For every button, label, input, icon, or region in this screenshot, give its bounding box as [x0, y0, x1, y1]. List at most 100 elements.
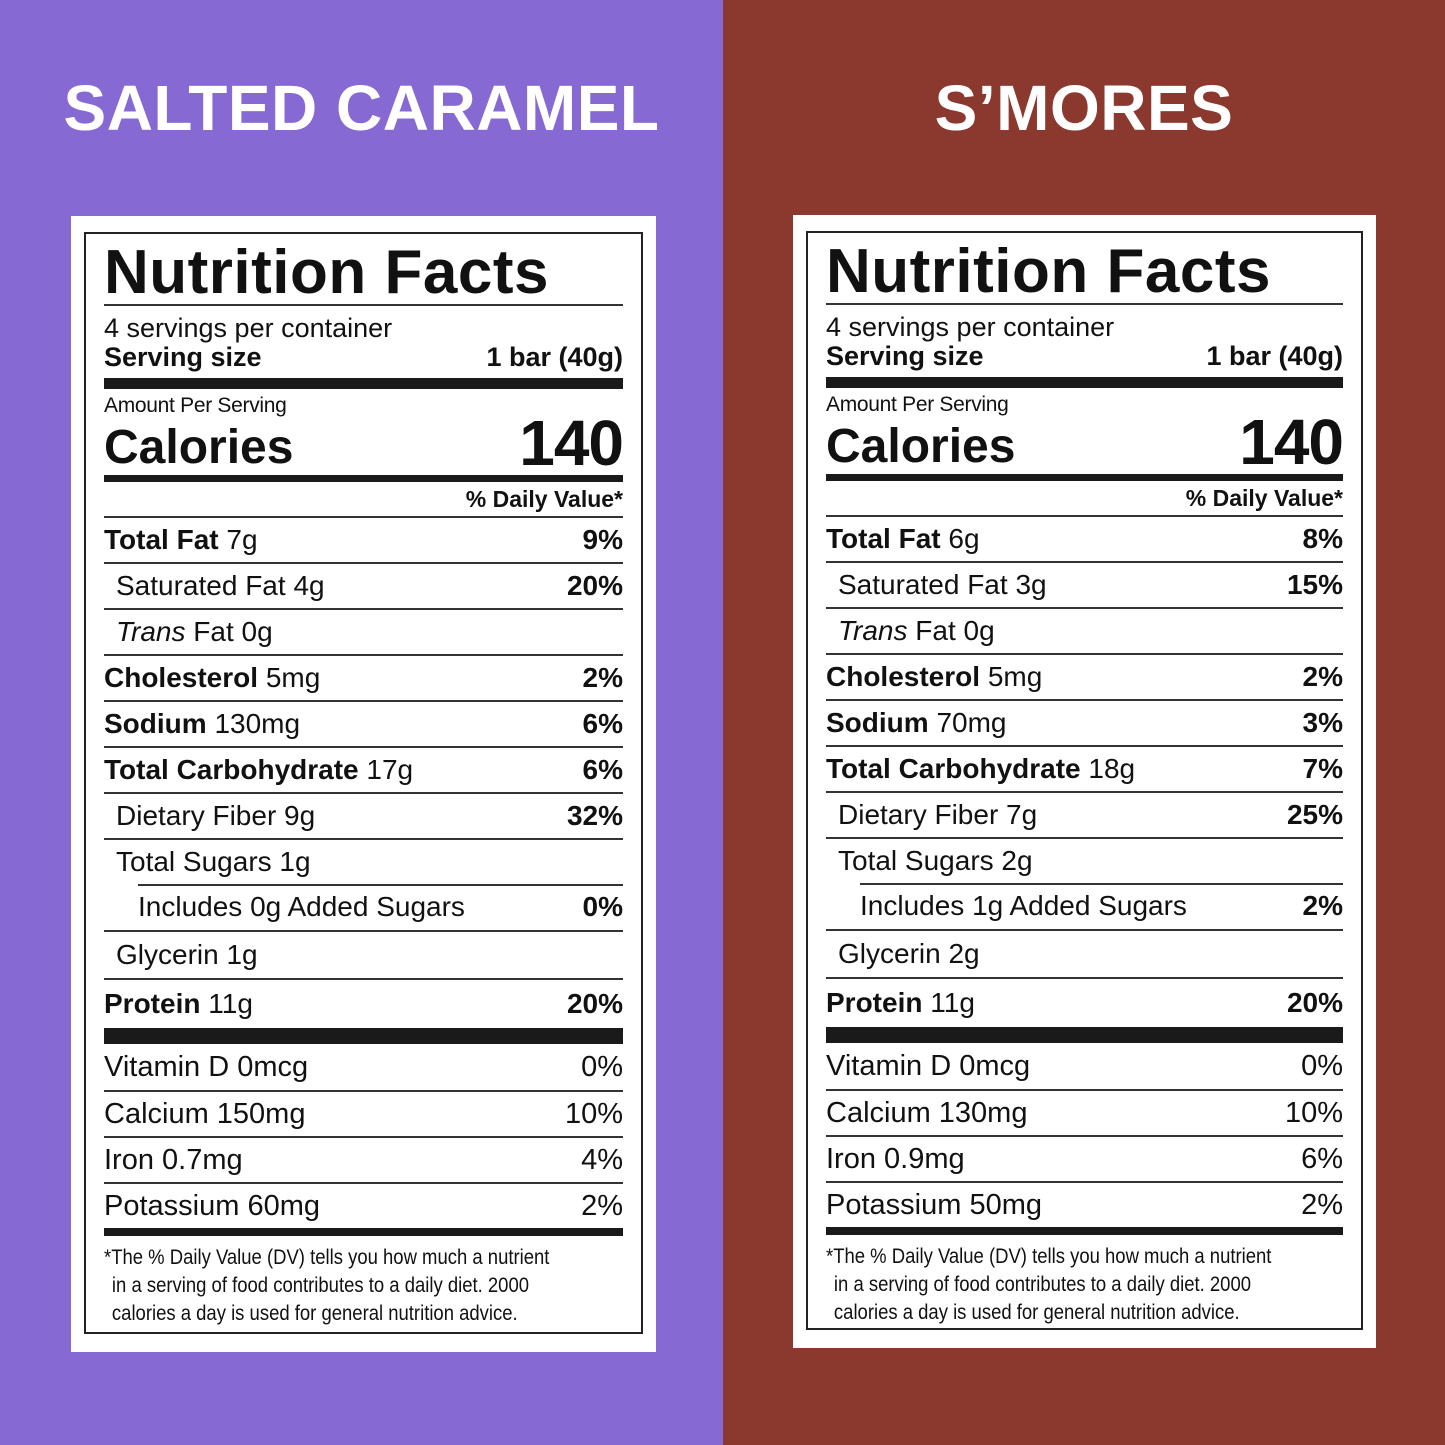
vitamin-name: Vitamin D 0mcg: [104, 1050, 309, 1083]
divider-thick: [826, 1227, 1343, 1235]
nutrient-amount: 4g: [293, 570, 325, 601]
nutrient-amount: 2g: [1001, 845, 1033, 876]
nutrient-row-trans-fat: Trans Fat 0g: [826, 607, 1343, 653]
nutrient-row-cholesterol: Cholesterol 5mg 2%: [104, 654, 623, 700]
nutrient-name: Sodium: [826, 707, 929, 738]
nutrient-name: Cholesterol: [826, 661, 981, 692]
nutrient-row-total-carbohydrate: Total Carbohydrate 18g 7%: [826, 745, 1343, 791]
vitamin-dv: 10%: [564, 1097, 623, 1130]
nutrient-name: Fat: [193, 616, 234, 647]
nutrient-row-saturated-fat: Saturated Fat 3g 15%: [826, 561, 1343, 607]
nutrient-name: Cholesterol: [104, 662, 259, 693]
nutrient-name: Total Fat: [104, 524, 219, 555]
vitamin-dv: 0%: [1301, 1049, 1343, 1082]
footnote-line: calories a day is used for general nutri…: [111, 1302, 518, 1325]
nutrient-dv: 0%: [582, 891, 623, 922]
nutrient-amount: 6g: [948, 523, 980, 554]
vitamin-name: Calcium 150mg: [104, 1097, 306, 1130]
divider-thick: [826, 377, 1343, 388]
footnote-line: in a serving of food contributes to a da…: [111, 1274, 530, 1297]
servings-per-container: 4 servings per container: [104, 313, 393, 343]
nutrient-name: Fat: [915, 615, 956, 646]
nutrient-dv: 8%: [1302, 523, 1343, 554]
amount-per-serving: Amount Per Serving: [104, 394, 287, 417]
vitamin-dv: 4%: [581, 1143, 623, 1176]
nutrient-amount: 11g: [208, 988, 253, 1019]
nutrient-row-glycerin: Glycerin 2g: [826, 929, 1343, 977]
divider-thick: [104, 1228, 623, 1236]
nutrient-name: Includes 0g Added Sugars: [138, 891, 465, 922]
nutrient-row-protein: Protein 11g 20%: [826, 977, 1343, 1027]
nutrient-amount: 17g: [366, 754, 414, 785]
nutrient-dv: 6%: [582, 754, 623, 785]
nutrient-dv: 2%: [582, 662, 623, 693]
vitamin-name: Potassium 50mg: [826, 1188, 1042, 1221]
footnote: *The % Daily Value (DV) tells you how mu…: [104, 1244, 620, 1328]
vitamin-row: Potassium 50mg 2%: [826, 1181, 1343, 1227]
calories-value: 140: [519, 407, 624, 479]
nutrient-amount: 0g: [241, 616, 273, 647]
footnote: *The % Daily Value (DV) tells you how mu…: [826, 1243, 1340, 1327]
nutrient-name: Total Sugars: [116, 846, 272, 877]
nutrient-row-protein: Protein 11g 20%: [104, 978, 623, 1028]
amount-per-serving: Amount Per Serving: [826, 393, 1009, 416]
nutrient-dv: 2%: [1302, 890, 1343, 921]
vitamin-dv: 10%: [1284, 1096, 1343, 1129]
vitamin-row: Calcium 130mg 10%: [826, 1089, 1343, 1135]
nutrient-row-total-sugars: Total Sugars 2g: [826, 837, 1343, 883]
nutrient-amount: 3g: [1015, 569, 1047, 600]
vitamin-row: Calcium 150mg 10%: [104, 1090, 623, 1136]
nutrient-amount: 11g: [930, 987, 975, 1018]
nutrient-row-added-sugars: Includes 0g Added Sugars 0%: [104, 884, 623, 930]
calories-row: Calories 140: [104, 407, 624, 479]
nutrient-row-trans-fat: Trans Fat 0g: [104, 608, 623, 654]
nutrient-dv: 20%: [566, 988, 623, 1019]
divider-thick: [104, 378, 623, 389]
nutrient-dv: 6%: [582, 708, 623, 739]
nutrient-name: Protein: [104, 988, 201, 1019]
serving-size-label: Serving size: [104, 342, 262, 372]
nutrient-name: Total Carbohydrate: [104, 754, 359, 785]
nutrient-name: Glycerin: [838, 938, 941, 969]
vitamin-name: Iron 0.9mg: [826, 1142, 965, 1175]
serving-size-value: 1 bar (40g): [486, 342, 623, 372]
nutrition-card: Nutrition Facts 4 servings per container…: [71, 216, 656, 1352]
nutrition-facts-label: Nutrition Facts 4 servings per container…: [806, 231, 1363, 1330]
nutrient-row-cholesterol: Cholesterol 5mg 2%: [826, 653, 1343, 699]
label-title: Nutrition Facts: [826, 237, 1271, 306]
vitamin-name: Potassium 60mg: [104, 1189, 320, 1222]
flavor-title: S’MORES: [934, 72, 1234, 144]
smores-panel: S’MORES Nutrition Facts 4 servings per c…: [723, 0, 1445, 1445]
footnote-line: calories a day is used for general nutri…: [833, 1301, 1240, 1324]
nutrient-row-total-sugars: Total Sugars 1g: [104, 838, 623, 884]
daily-value-header: % Daily Value*: [465, 486, 623, 512]
serving-size-value: 1 bar (40g): [1206, 341, 1343, 371]
calories-row: Calories 140: [826, 406, 1344, 478]
label-title: Nutrition Facts: [104, 238, 549, 307]
nutrient-name: Protein: [826, 987, 923, 1018]
nutrient-amount: 1g: [226, 939, 258, 970]
footnote-line: *The % Daily Value (DV) tells you how mu…: [826, 1245, 1272, 1268]
nutrient-name: Total Carbohydrate: [826, 753, 1081, 784]
nutrient-row-dietary-fiber: Dietary Fiber 7g 25%: [826, 791, 1343, 837]
nutrient-dv: 15%: [1286, 569, 1343, 600]
vitamin-dv: 2%: [581, 1189, 623, 1222]
nutrient-amount: 7g: [1006, 799, 1038, 830]
vitamin-row: Iron 0.7mg 4%: [104, 1136, 623, 1182]
daily-value-header: % Daily Value*: [1185, 485, 1343, 511]
nutrient-row-sodium: Sodium 70mg 3%: [826, 699, 1343, 745]
nutrient-amount: 5mg: [265, 662, 321, 693]
vitamin-row: Potassium 60mg 2%: [104, 1182, 623, 1228]
calories-label: Calories: [104, 421, 294, 474]
divider-thick: [826, 474, 1343, 481]
calories-value: 140: [1239, 406, 1344, 478]
nutrient-amount: 70mg: [936, 707, 1007, 738]
nutrient-amount: 9g: [284, 800, 316, 831]
serving-size-label: Serving size: [826, 341, 984, 371]
nutrition-facts-label: Nutrition Facts 4 servings per container…: [84, 232, 643, 1334]
vitamin-row: Vitamin D 0mcg 0%: [104, 1044, 623, 1090]
vitamin-name: Iron 0.7mg: [104, 1143, 243, 1176]
nutrient-amount: 0g: [963, 615, 995, 646]
vitamin-dv: 2%: [1301, 1188, 1343, 1221]
nutrient-amount: 18g: [1088, 753, 1136, 784]
